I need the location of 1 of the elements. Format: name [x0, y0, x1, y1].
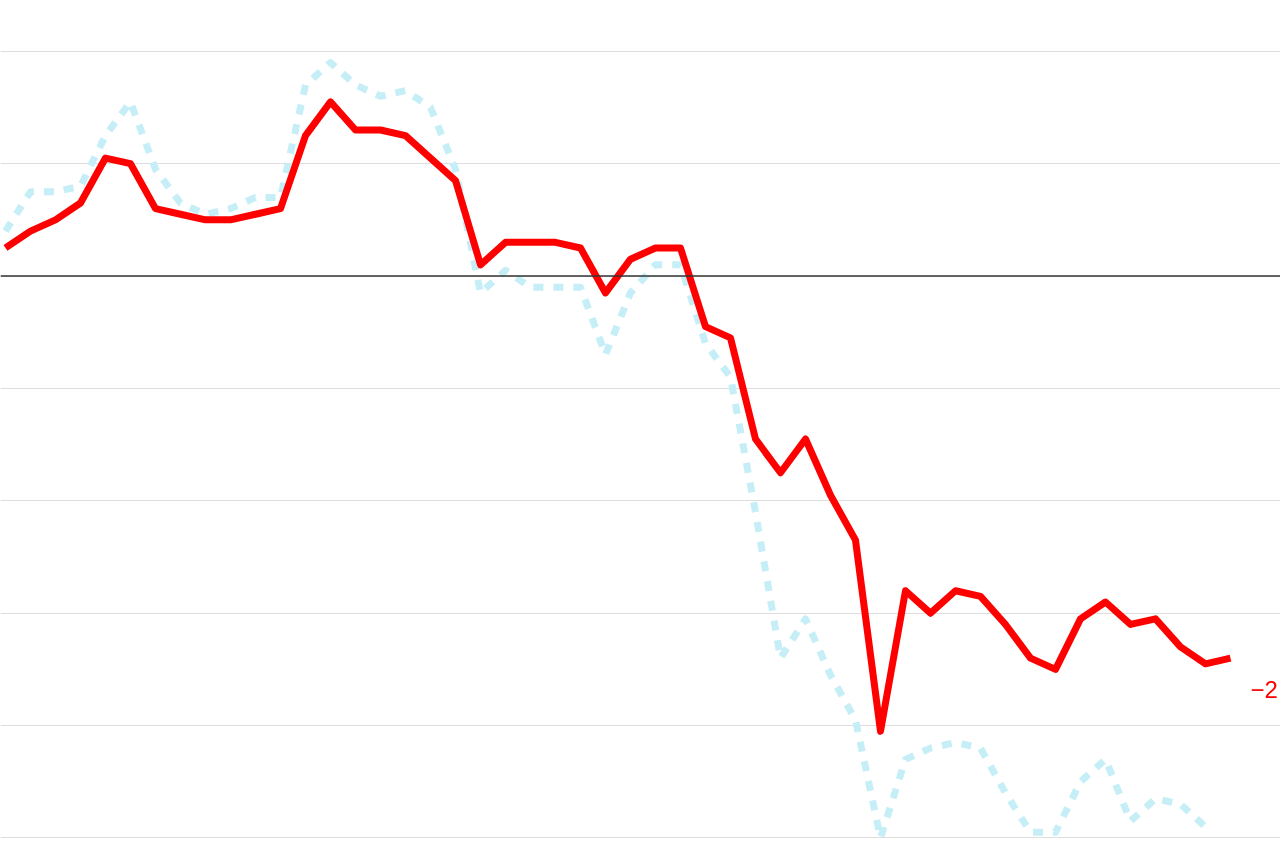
text: −2 [1250, 676, 1278, 704]
